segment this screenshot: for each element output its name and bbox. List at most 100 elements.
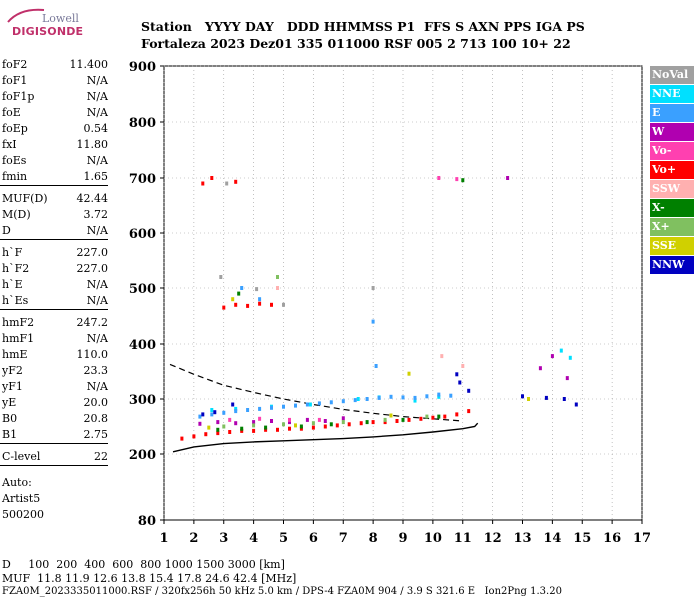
param-value: N/A bbox=[86, 294, 108, 307]
param-row-yf2: yF2 23.3 bbox=[2, 364, 108, 378]
param-value: 11.80 bbox=[76, 138, 109, 151]
header-line2: Fortaleza 2023 Dez01 335 011000 RSF 005 … bbox=[141, 36, 571, 51]
param-value: 1.65 bbox=[83, 170, 109, 183]
param-value: N/A bbox=[86, 224, 108, 237]
autoscaling-line2: Artist5 bbox=[2, 492, 41, 505]
param-row-hmf1: hmF1 N/A bbox=[2, 332, 108, 346]
param-label: M(D) bbox=[2, 208, 31, 221]
data-point-vo- bbox=[443, 414, 447, 419]
data-point-x- bbox=[252, 423, 256, 428]
param-label: foF2 bbox=[2, 58, 28, 71]
data-point-sse bbox=[231, 297, 235, 302]
param-label: h`F bbox=[2, 246, 23, 259]
data-point-nnw bbox=[201, 412, 205, 417]
y-tick-label: 300 bbox=[129, 393, 156, 408]
param-label: D bbox=[2, 224, 11, 237]
data-point-sse bbox=[389, 413, 393, 418]
file-info-line: FZA0M_2023335011000.RSF / 320fx256h 50 k… bbox=[2, 586, 562, 597]
data-point-nne bbox=[559, 348, 563, 353]
legend-item-x-: X+ bbox=[650, 218, 694, 236]
swoosh-icon bbox=[7, 8, 45, 23]
param-row-fof1p: foF1p N/A bbox=[2, 90, 108, 104]
x-tick-label: 4 bbox=[249, 531, 258, 546]
data-point-x- bbox=[282, 422, 285, 427]
param-value: 11.400 bbox=[69, 58, 109, 71]
param-label: h`F2 bbox=[2, 262, 30, 275]
data-point-nnw bbox=[562, 397, 566, 401]
data-point-vo- bbox=[288, 417, 291, 422]
param-value: N/A bbox=[86, 106, 108, 119]
legend-item-e: E bbox=[650, 104, 694, 122]
param-value: N/A bbox=[86, 74, 108, 87]
data-point-vo- bbox=[359, 421, 363, 426]
x-tick-label: 2 bbox=[189, 531, 198, 546]
data-point-e bbox=[222, 410, 226, 415]
legend-item-nne: NNE bbox=[650, 85, 694, 103]
data-point-vo- bbox=[201, 181, 205, 186]
x-tick-label: 11 bbox=[454, 531, 472, 546]
lowell-digisonde-logo: Lowell DIGISONDE bbox=[4, 6, 124, 42]
data-point-noval bbox=[219, 275, 223, 279]
data-point-vo- bbox=[204, 432, 208, 437]
param-label: hmE bbox=[2, 348, 28, 361]
y-tick-label: 700 bbox=[129, 172, 156, 187]
data-point-w bbox=[506, 176, 510, 180]
data-point-nne bbox=[413, 398, 417, 403]
footer-distance-line: D 100 200 400 600 800 1000 1500 3000 [km… bbox=[2, 558, 285, 571]
data-point-noval bbox=[282, 302, 285, 307]
data-point-e bbox=[270, 405, 273, 410]
data-point-e bbox=[246, 408, 250, 412]
data-point-w bbox=[565, 376, 569, 381]
x-tick-label: 10 bbox=[424, 531, 442, 546]
data-point-nne bbox=[234, 406, 238, 411]
data-point-noval bbox=[225, 181, 229, 186]
data-point-sse bbox=[207, 425, 211, 430]
data-point-e bbox=[449, 393, 453, 398]
data-point-vo- bbox=[222, 305, 226, 310]
x-tick-label: 13 bbox=[513, 531, 531, 546]
data-point-x- bbox=[299, 424, 303, 429]
data-point-vo- bbox=[216, 431, 220, 436]
data-point-e bbox=[353, 398, 357, 403]
data-point-ssw bbox=[276, 286, 279, 290]
param-value: 2.75 bbox=[83, 428, 109, 441]
data-point-sse bbox=[294, 423, 297, 428]
data-point-vo- bbox=[258, 416, 262, 421]
station-header: Station YYYY DAY DDD HHMMSS P1 FFS S AXN… bbox=[141, 18, 585, 52]
panel-divider bbox=[0, 443, 108, 444]
data-point-vo- bbox=[210, 176, 214, 180]
data-point-x- bbox=[240, 426, 244, 431]
data-point-w bbox=[288, 420, 291, 425]
param-row-h-f2: h`F2 227.0 bbox=[2, 262, 108, 276]
data-point-vo- bbox=[270, 302, 273, 307]
data-point-nne bbox=[568, 355, 572, 360]
data-point-x- bbox=[401, 417, 405, 422]
data-point-vo- bbox=[240, 428, 244, 433]
param-value: N/A bbox=[86, 90, 108, 103]
data-point-noval bbox=[255, 287, 259, 292]
param-row-h-es: h`Es N/A bbox=[2, 294, 108, 308]
data-point-vo- bbox=[228, 417, 232, 422]
param-label: foF1 bbox=[2, 74, 28, 87]
param-row-d: D N/A bbox=[2, 224, 108, 238]
data-point-ssw bbox=[440, 354, 444, 359]
data-point-x- bbox=[461, 178, 465, 183]
data-point-e bbox=[365, 397, 369, 401]
data-point-ssw bbox=[461, 364, 465, 368]
profile-curve bbox=[172, 422, 479, 453]
param-row-foep: foEp 0.54 bbox=[2, 122, 108, 136]
param-label: h`Es bbox=[2, 294, 29, 307]
param-row-b0: B0 20.8 bbox=[2, 412, 108, 426]
data-point-x- bbox=[264, 425, 268, 430]
param-label: foE bbox=[2, 106, 21, 119]
data-point-e bbox=[371, 319, 375, 324]
param-row-foe: foE N/A bbox=[2, 106, 108, 120]
data-point-w bbox=[198, 421, 202, 426]
panel-divider bbox=[0, 465, 108, 466]
data-point-vo- bbox=[288, 426, 291, 431]
param-label: hmF1 bbox=[2, 332, 35, 345]
param-row-h-e: h`E N/A bbox=[2, 278, 108, 292]
param-value: 20.8 bbox=[83, 412, 109, 425]
data-point-vo- bbox=[317, 417, 321, 422]
data-point-sse bbox=[407, 371, 411, 376]
